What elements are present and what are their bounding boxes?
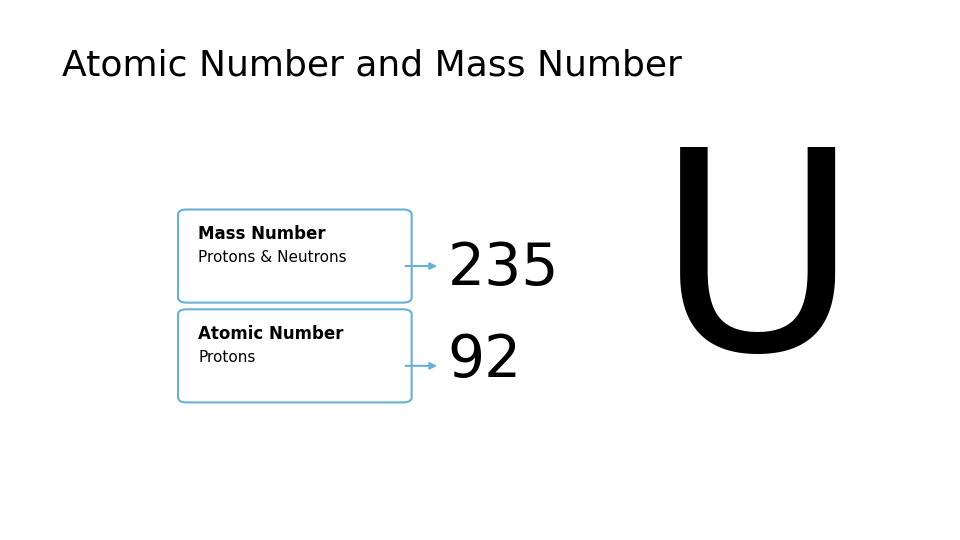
FancyBboxPatch shape <box>178 210 412 302</box>
Text: Atomic Number and Mass Number: Atomic Number and Mass Number <box>62 49 683 83</box>
Text: U: U <box>656 138 859 408</box>
Text: Mass Number: Mass Number <box>198 225 325 243</box>
Text: Atomic Number: Atomic Number <box>198 325 344 343</box>
Text: Protons: Protons <box>198 349 255 364</box>
Text: Protons & Neutrons: Protons & Neutrons <box>198 250 347 265</box>
FancyBboxPatch shape <box>178 309 412 402</box>
Text: 92: 92 <box>447 332 521 388</box>
Text: 235: 235 <box>447 240 559 297</box>
